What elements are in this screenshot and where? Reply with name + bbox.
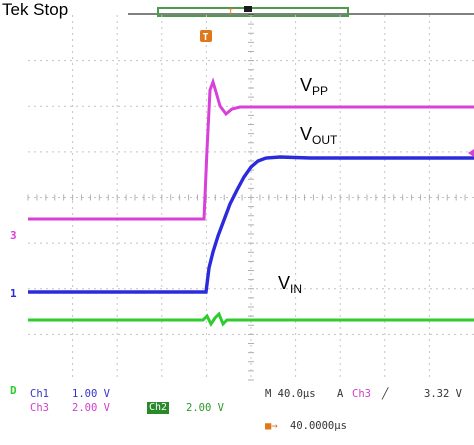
trigger-source-readout: Ch3 <box>352 388 371 400</box>
record-window <box>157 7 349 17</box>
record-position-marker <box>244 6 252 12</box>
ch3-readout-name: Ch3 <box>30 402 49 414</box>
vout-label-main: V <box>300 124 313 144</box>
ch1-readout-scale: 1.00 V <box>72 388 110 400</box>
ch2-readout-name: Ch2 <box>147 402 170 414</box>
trigger-level-marker <box>468 149 474 157</box>
trigger-position-top-marker: T <box>228 8 234 18</box>
vpp-label-main: V <box>300 75 313 95</box>
trigger-level-readout: 3.32 V <box>424 388 462 400</box>
trigger-slope-readout: ╱ <box>382 388 389 400</box>
scope-screen <box>28 13 474 445</box>
ch2-ground-marker: D <box>10 384 17 397</box>
vin-label: VIN <box>278 273 302 299</box>
trigger-mode-readout: A <box>337 388 344 400</box>
timebase-readout: M 40.0µs <box>265 388 316 400</box>
vout-label: VOUT <box>300 124 337 150</box>
digital-trace <box>28 311 474 327</box>
vin-label-main: V <box>278 273 291 293</box>
vpp-label-sub: PP <box>312 84 329 98</box>
vpp-label: VPP <box>300 75 328 101</box>
trigger-position-readout: 40.0000µs <box>290 420 347 432</box>
vpp-trace <box>28 77 474 221</box>
vout-vin-trace <box>28 155 474 294</box>
ch2-readout-scale: 2.00 V <box>186 402 224 414</box>
vin-label-sub: IN <box>290 282 303 296</box>
ch3-readout-scale: 2.00 V <box>72 402 110 414</box>
vout-label-sub: OUT <box>312 133 338 147</box>
trigger-marker-glyph: T <box>203 32 209 43</box>
acquisition-status: Tek Stop <box>2 0 69 19</box>
ch1-ground-marker: 1 <box>10 287 17 300</box>
ch1-readout-name: Ch1 <box>30 388 49 400</box>
trigger-position-icon: ■→ <box>265 420 278 432</box>
ch3-ground-marker: 3 <box>10 229 17 242</box>
trigger-marker-box <box>200 30 212 42</box>
